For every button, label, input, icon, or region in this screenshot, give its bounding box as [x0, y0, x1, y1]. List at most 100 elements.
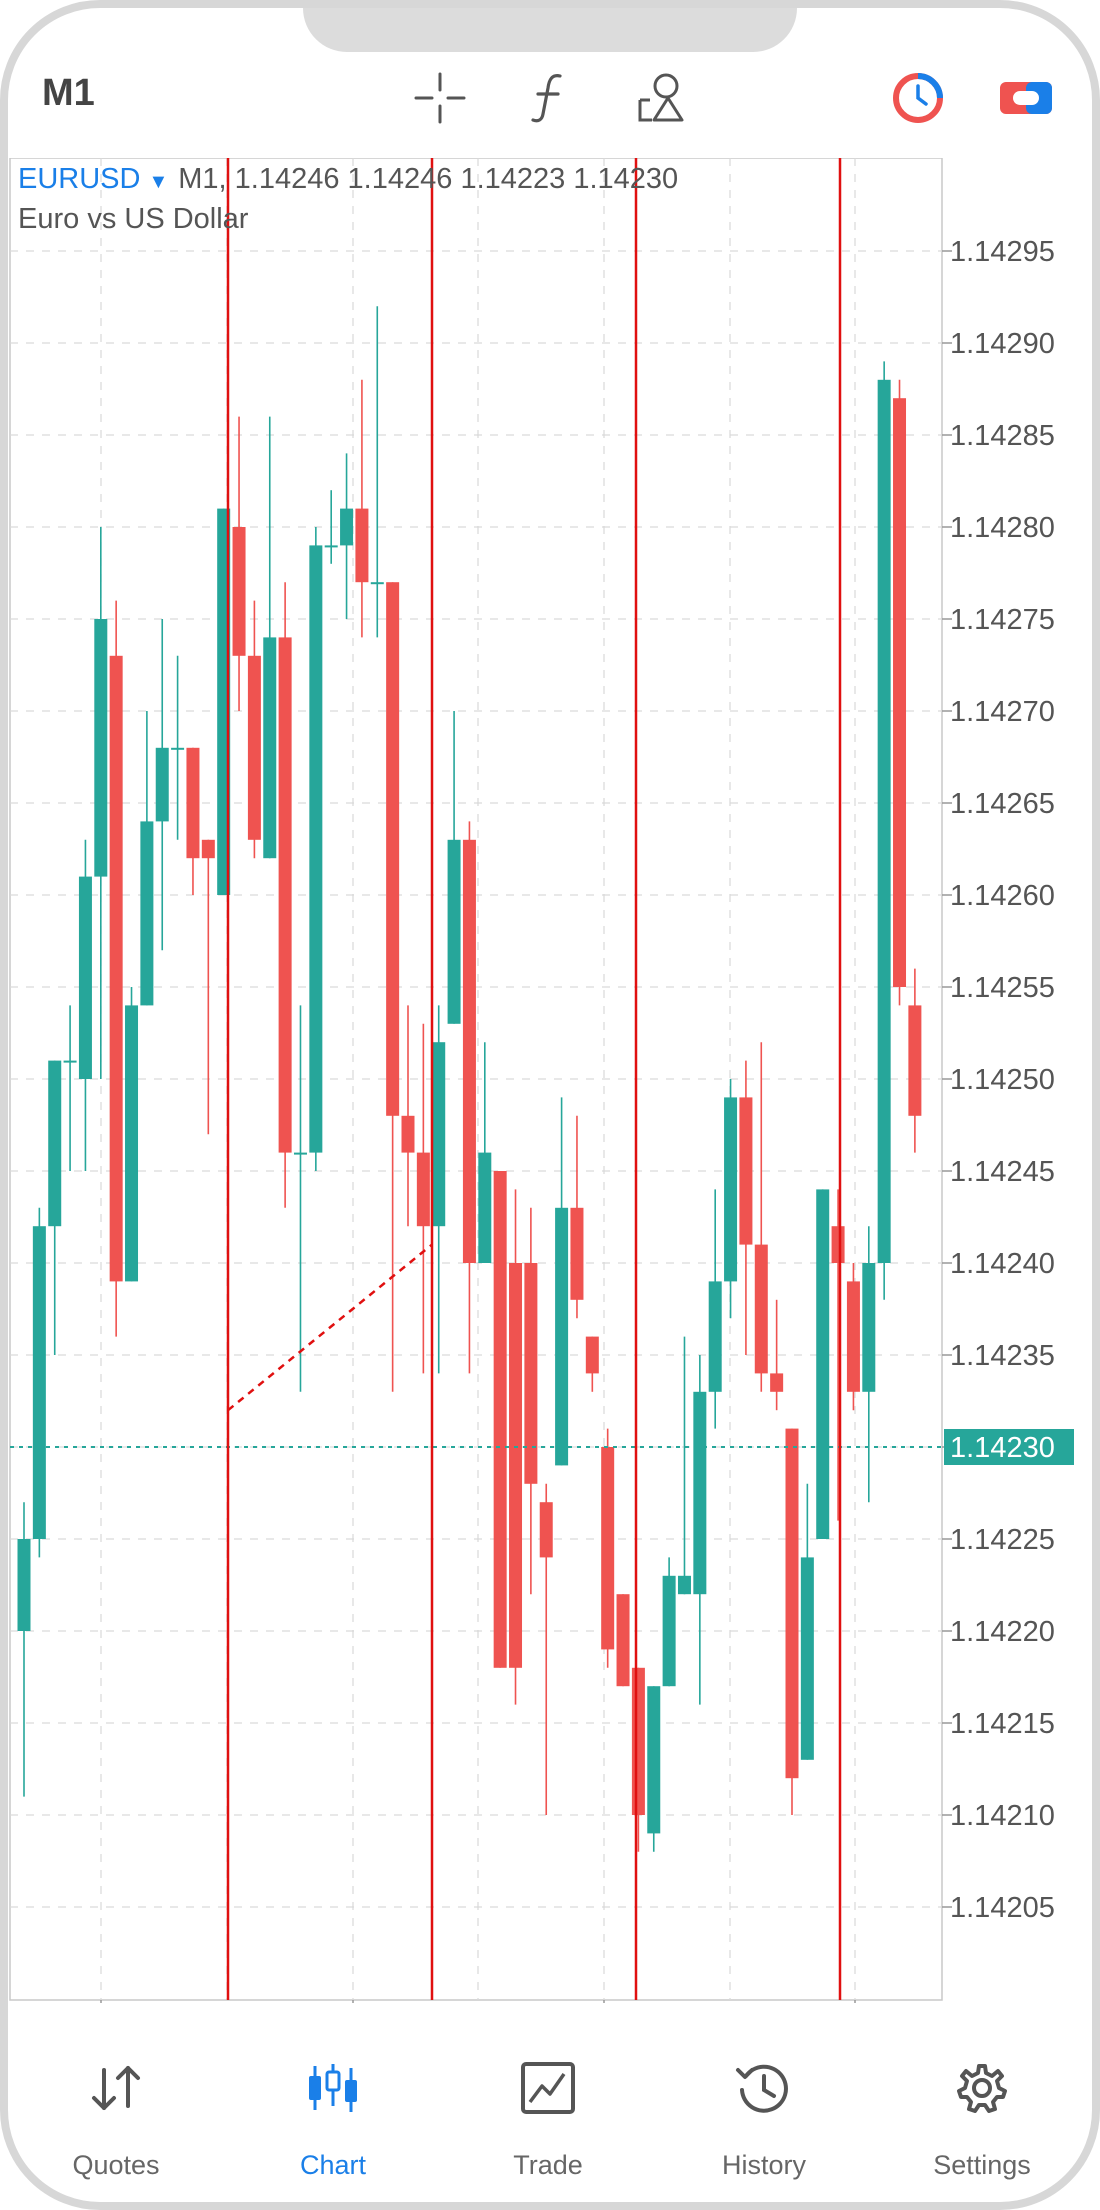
current-price-badge	[944, 1429, 1074, 1465]
candle-body	[785, 1428, 799, 1779]
candle-body	[631, 1667, 645, 1815]
tab-settings-label: Settings	[933, 2150, 1031, 2180]
price-axis-label: 1.14265	[950, 788, 1055, 820]
candle-body	[432, 1042, 446, 1227]
chart-toolbar: M1	[0, 0, 1100, 158]
symbol-selector[interactable]: EURUSD	[18, 163, 141, 195]
candle-body	[340, 508, 354, 546]
candle-body	[677, 1575, 691, 1595]
candle-body	[370, 582, 384, 585]
candle-body	[17, 1539, 31, 1631]
candle-body	[186, 747, 200, 859]
candle-body	[846, 1281, 860, 1392]
candle-body	[232, 527, 246, 656]
candle-body	[693, 1391, 707, 1595]
device-notch	[303, 0, 797, 52]
candle-body	[263, 637, 277, 859]
candle-body	[140, 821, 154, 1006]
tab-chart-label: Chart	[299, 2150, 367, 2180]
crosshair-icon[interactable]	[412, 70, 468, 126]
candle-body	[908, 1005, 922, 1116]
function-icon[interactable]	[522, 70, 578, 126]
candle-body	[125, 1005, 139, 1282]
tab-quotes[interactable]: Quotes	[26, 2010, 206, 2180]
candle-body	[708, 1281, 722, 1392]
tab-trade-label: Trade	[513, 2150, 583, 2180]
candle-body	[32, 1226, 46, 1539]
tab-chart[interactable]: Chart	[243, 2010, 423, 2180]
price-axis-label: 1.14285	[950, 420, 1055, 452]
trade-toggle-icon[interactable]	[998, 70, 1054, 126]
chart-canvas[interactable]: 1.14295 1.14290 1.14285 1.14280 1.14275 1.142…	[0, 158, 1100, 2003]
price-axis-label: 1.14215	[950, 1708, 1055, 1740]
candle-body	[386, 582, 400, 1116]
candle-body	[78, 876, 92, 1079]
candle-body	[48, 1060, 62, 1227]
chart-type-icon[interactable]	[890, 70, 946, 126]
candle-body	[570, 1207, 584, 1300]
tab-trade[interactable]: Trade	[458, 2010, 638, 2180]
candle-body	[724, 1097, 738, 1282]
trade-chart-icon	[521, 2062, 575, 2114]
candle-body	[831, 1226, 845, 1263]
candle-body	[754, 1244, 768, 1374]
candle-body	[278, 637, 292, 1153]
price-axis-label: 1.14275	[950, 604, 1055, 636]
candle-body	[478, 1152, 492, 1263]
price-axis-label: 1.14225	[950, 1524, 1055, 1556]
price-axis-label: 1.14295	[950, 236, 1055, 268]
candle-body	[739, 1097, 753, 1245]
price-chart[interactable]: 1.14295 1.14290 1.14285 1.14280 1.14275 1.142…	[0, 158, 1100, 2003]
candle-body	[877, 379, 891, 1263]
timeframe-button[interactable]: M1	[42, 72, 95, 114]
quotes-arrows-icon	[92, 2066, 140, 2110]
chart-symbol-info: EURUSD ▼ M1, 1.14246 1.14246 1.14223 1.142…	[18, 163, 678, 196]
candle-body	[509, 1263, 523, 1668]
candle-body	[462, 839, 476, 1263]
price-axis-label: 1.14270	[950, 696, 1055, 728]
candle-body	[555, 1207, 569, 1466]
symbol-description: Euro vs US Dollar	[18, 203, 249, 235]
ohlc-values: 1.14246 1.14246 1.14223 1.14230	[234, 163, 679, 195]
candle-body	[201, 839, 215, 859]
objects-icon[interactable]	[632, 70, 688, 126]
candle-body	[355, 508, 369, 583]
price-axis-label: 1.14260	[950, 880, 1055, 912]
chart-timeframe-label: M1,	[178, 163, 227, 195]
candle-body	[770, 1373, 784, 1392]
candle-body	[893, 398, 907, 987]
tab-history-label: History	[721, 2150, 806, 2180]
symbol-dropdown-icon[interactable]: ▼	[148, 171, 169, 193]
candle-body	[171, 747, 185, 750]
price-axis-label: 1.14255	[950, 972, 1055, 1004]
tab-settings[interactable]: Settings	[892, 2010, 1072, 2180]
trendline-object	[227, 1243, 433, 1412]
candle-body	[800, 1557, 814, 1760]
price-axis-label: 1.14235	[950, 1340, 1055, 1372]
candle-body	[524, 1263, 538, 1484]
current-price-label: 1.14230	[950, 1432, 1055, 1464]
candle-body	[539, 1502, 553, 1558]
price-axis-label: 1.14210	[950, 1800, 1055, 1832]
price-axis-label: 1.14280	[950, 512, 1055, 544]
candle-body	[247, 655, 261, 840]
settings-gear-icon	[957, 2064, 1007, 2113]
candle-body	[94, 619, 108, 877]
candle-body	[647, 1686, 661, 1834]
candle-body	[155, 747, 169, 822]
price-axis-label: 1.14250	[950, 1064, 1055, 1096]
candle-body	[816, 1189, 830, 1539]
candle-body	[293, 1152, 307, 1155]
candle-body	[862, 1263, 876, 1392]
price-axis-label: 1.14245	[950, 1156, 1055, 1188]
candle-body	[616, 1594, 630, 1687]
candle-body	[109, 655, 123, 1282]
candle-body	[309, 545, 323, 1153]
candle-body	[662, 1575, 676, 1687]
chart-candles-icon	[309, 2064, 357, 2112]
history-clock-icon	[736, 2064, 788, 2113]
candle-body	[493, 1171, 507, 1668]
candle-body	[63, 1060, 77, 1063]
candle-body	[401, 1115, 415, 1153]
tab-history[interactable]: History	[674, 2010, 854, 2180]
